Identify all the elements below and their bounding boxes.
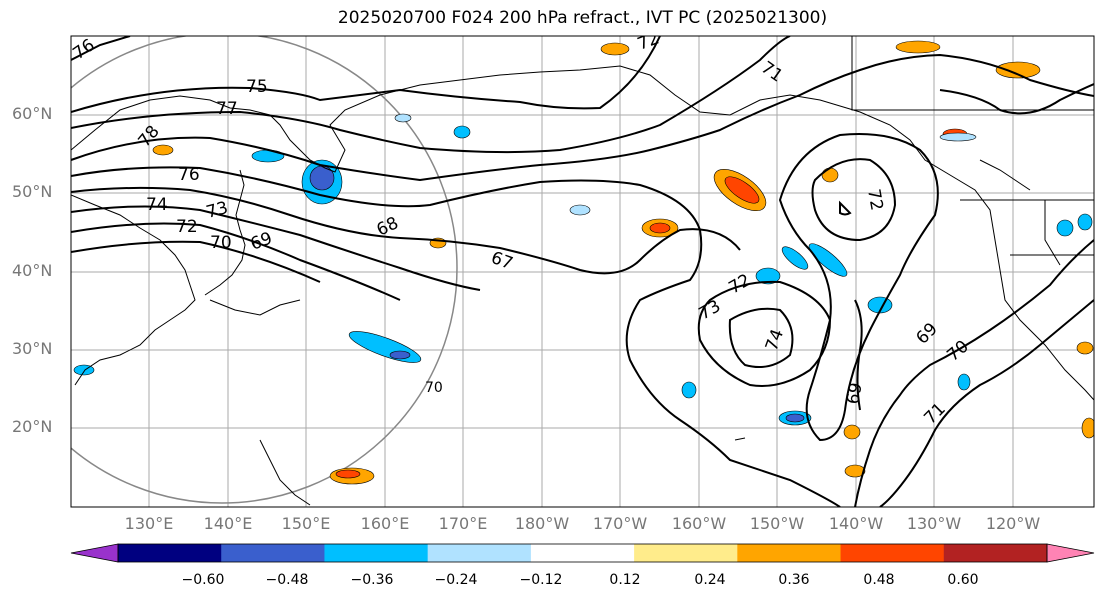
lat-label: 20°N (12, 417, 53, 436)
colorbar-tick: −0.60 (181, 572, 225, 588)
colorbar-tick: 0.48 (863, 572, 895, 588)
contour-label: 69 (843, 381, 866, 406)
lon-label: 170°W (592, 514, 648, 533)
lat-label: 40°N (12, 261, 53, 280)
lat-label: 30°N (12, 339, 53, 358)
colorbar-tick: −0.48 (265, 572, 309, 588)
colorbar-tick: 0.36 (778, 572, 810, 588)
colorbar-extend-left (70, 543, 119, 563)
colorbar-tick: −0.24 (434, 572, 478, 588)
lon-label: 140°W (828, 514, 884, 533)
lat-label: 60°N (12, 104, 53, 123)
lon-label: 150°W (749, 514, 805, 533)
colorbar-extend-right (1046, 543, 1095, 563)
colorbar-segment (840, 544, 945, 562)
contour-label: 75 (246, 77, 268, 97)
colorbar-segment (71, 544, 118, 562)
colorbar-tick: 0.60 (947, 572, 979, 588)
contour-label: 77 (216, 99, 238, 119)
colorbar-segment (634, 544, 738, 562)
contour-label: 74 (146, 195, 168, 215)
colorbar-tick: 0.24 (694, 572, 726, 588)
lon-label: 130°E (124, 514, 174, 533)
lon-label: 130°W (906, 514, 962, 533)
colorbar-segment (943, 544, 1048, 562)
lat-label: 50°N (12, 182, 53, 201)
colorbar-tick: −0.36 (350, 572, 394, 588)
colorbar-segment (324, 544, 429, 562)
contour-label: 72 (176, 217, 198, 237)
lon-label: 180°W (514, 514, 570, 533)
contour-label: 70 (210, 233, 232, 253)
contour-label: 70 (425, 380, 443, 396)
colorbar-segment (221, 544, 325, 562)
colorbar-segment (118, 544, 222, 562)
map-title: 2025020700 F024 200 hPa refract., IVT PC… (337, 8, 828, 28)
gridlines (71, 36, 1094, 507)
lon-label: 160°E (360, 514, 410, 533)
colorbar-segment (1047, 544, 1094, 562)
colorbar-tick: 0.12 (609, 572, 641, 588)
lon-label: 160°W (671, 514, 727, 533)
colorbar-segment (427, 544, 532, 562)
colorbar-segment (530, 544, 635, 562)
contours (71, 36, 1094, 507)
lon-label: 150°E (281, 514, 331, 533)
contour-label: 76 (178, 165, 200, 185)
colorbar-tick: −0.12 (519, 572, 563, 588)
lon-label: 140°E (203, 514, 253, 533)
colorbar-segment (737, 544, 842, 562)
lon-label: 170°E (438, 514, 488, 533)
map-frame (70, 35, 1095, 508)
lon-label: 120°W (985, 514, 1041, 533)
anomaly-fills (73, 40, 1094, 485)
range-circle (71, 36, 458, 504)
contour-label: 72 (863, 187, 886, 212)
